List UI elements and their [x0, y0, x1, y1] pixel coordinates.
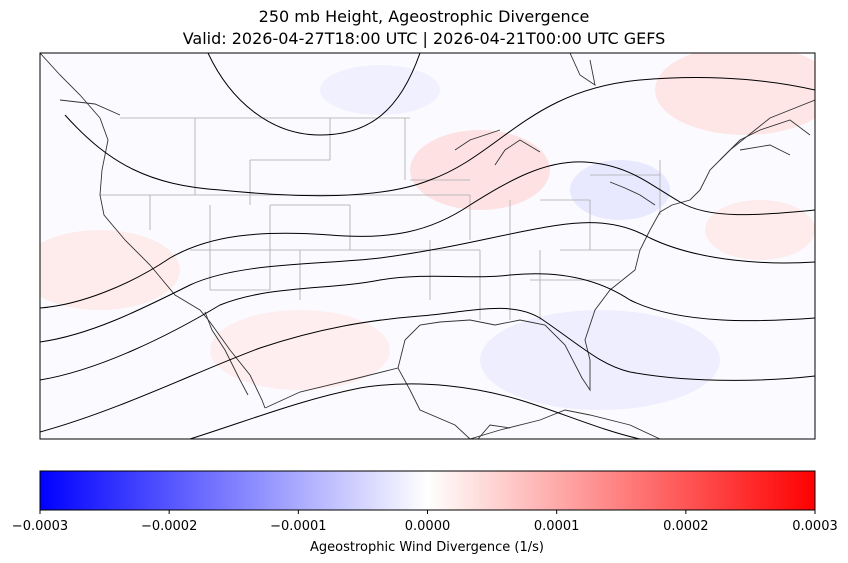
map-title: 250 mb Height, Ageostrophic Divergence: [258, 7, 590, 26]
colorbar-tick-label: 0.0001: [534, 519, 580, 534]
colorbar-ticks: −0.0003 −0.0002 −0.0001 0.0000 0.0001 0.0002 0…: [12, 510, 838, 534]
colorbar-tick-label: 0.0003: [792, 519, 838, 534]
colorbar-label: Ageostrophic Wind Divergence (1/s): [310, 540, 544, 555]
colorbar-tick-label: 0.0002: [663, 519, 709, 534]
colorbar-tick-label: −0.0001: [270, 519, 326, 534]
colorbar-tick-label: 0.0000: [405, 519, 451, 534]
colorbar-gradient: [39, 470, 816, 511]
colorbar-tick-label: −0.0003: [12, 519, 68, 534]
coastlines: [40, 53, 815, 439]
map-subtitle: Valid: 2026-04-27T18:00 UTC | 2026-04-21…: [182, 29, 666, 48]
map-frame: [39, 52, 816, 440]
map-panel: [39, 52, 816, 440]
colorbar: −0.0003 −0.0002 −0.0001 0.0000 0.0001 0.0002 0…: [12, 470, 838, 555]
colorbar-tick-label: −0.0002: [141, 519, 197, 534]
height-contours: [40, 53, 815, 439]
